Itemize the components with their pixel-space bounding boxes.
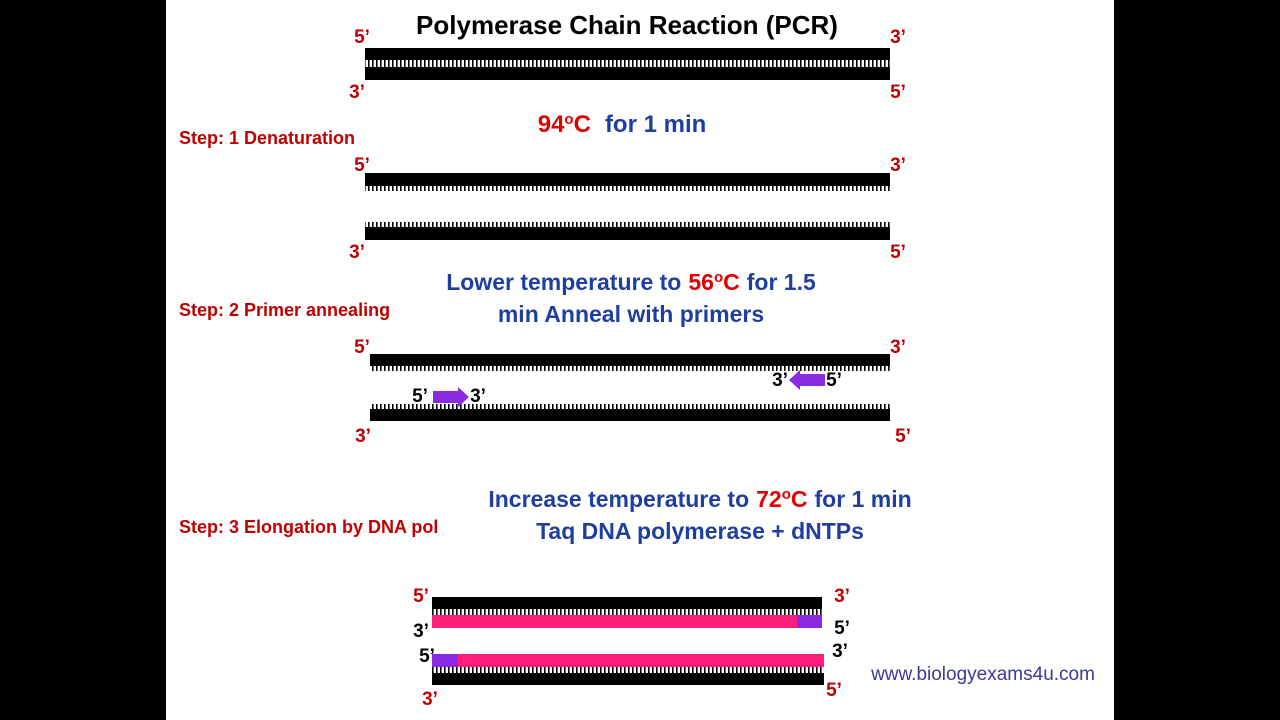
step2-temperature: Lower temperature to 56oC for 1.5: [446, 269, 816, 295]
strand-end-label: 5’: [354, 27, 370, 48]
strand-end-label: 5’: [419, 646, 435, 667]
dna-annealing-strands: [370, 354, 890, 421]
step3-description: Taq DNA polymerase + dNTPs: [536, 518, 864, 544]
strand-end-label: 3’: [834, 586, 850, 607]
step-label: Step: 1 Denaturation: [179, 128, 355, 148]
step1-temperature: 94oC for 1 min: [538, 111, 707, 138]
primer-arrow: [789, 370, 825, 390]
dna-separated-strands: [365, 173, 890, 240]
strand-end-label: 3’: [772, 370, 788, 391]
strand-end-label: 3’: [413, 621, 429, 642]
step-label: Step: 2 Primer annealing: [179, 300, 390, 320]
strand-end-label: 5’: [890, 242, 906, 263]
strand-end-label: 3’: [470, 386, 486, 407]
strand-end-label: 3’: [890, 155, 906, 176]
step3-temperature: Increase temperature to 72oC for 1 min: [488, 486, 911, 512]
strand-end-label: 5’: [834, 618, 850, 639]
strand-end-label: 5’: [412, 386, 428, 407]
strand-end-label: 3’: [349, 82, 365, 103]
strand-end-label: 5’: [826, 370, 842, 391]
strand-end-label: 3’: [890, 337, 906, 358]
strand-end-label: 3’: [890, 27, 906, 48]
strand-end-label: 5’: [895, 426, 911, 447]
strand-end-label: 5’: [413, 586, 429, 607]
strand-end-label: 5’: [826, 680, 842, 701]
watermark: www.biologyexams4u.com: [870, 664, 1095, 685]
strand-end-label: 3’: [355, 426, 371, 447]
strand-end-label: 3’: [349, 242, 365, 263]
strand-end-label: 3’: [832, 641, 848, 662]
step2-description: min Anneal with primers: [498, 301, 764, 327]
strand-end-label: 5’: [354, 337, 370, 358]
dna-double-strand: [365, 48, 890, 80]
step-label: Step: 3 Elongation by DNA pol: [179, 517, 438, 537]
primer-arrow: [433, 387, 469, 407]
strand-end-label: 5’: [890, 82, 906, 103]
title: Polymerase Chain Reaction (PCR): [416, 10, 838, 40]
strand-end-label: 5’: [354, 155, 370, 176]
strand-end-label: 3’: [422, 689, 438, 710]
dna-elongated-strands: [432, 597, 824, 685]
